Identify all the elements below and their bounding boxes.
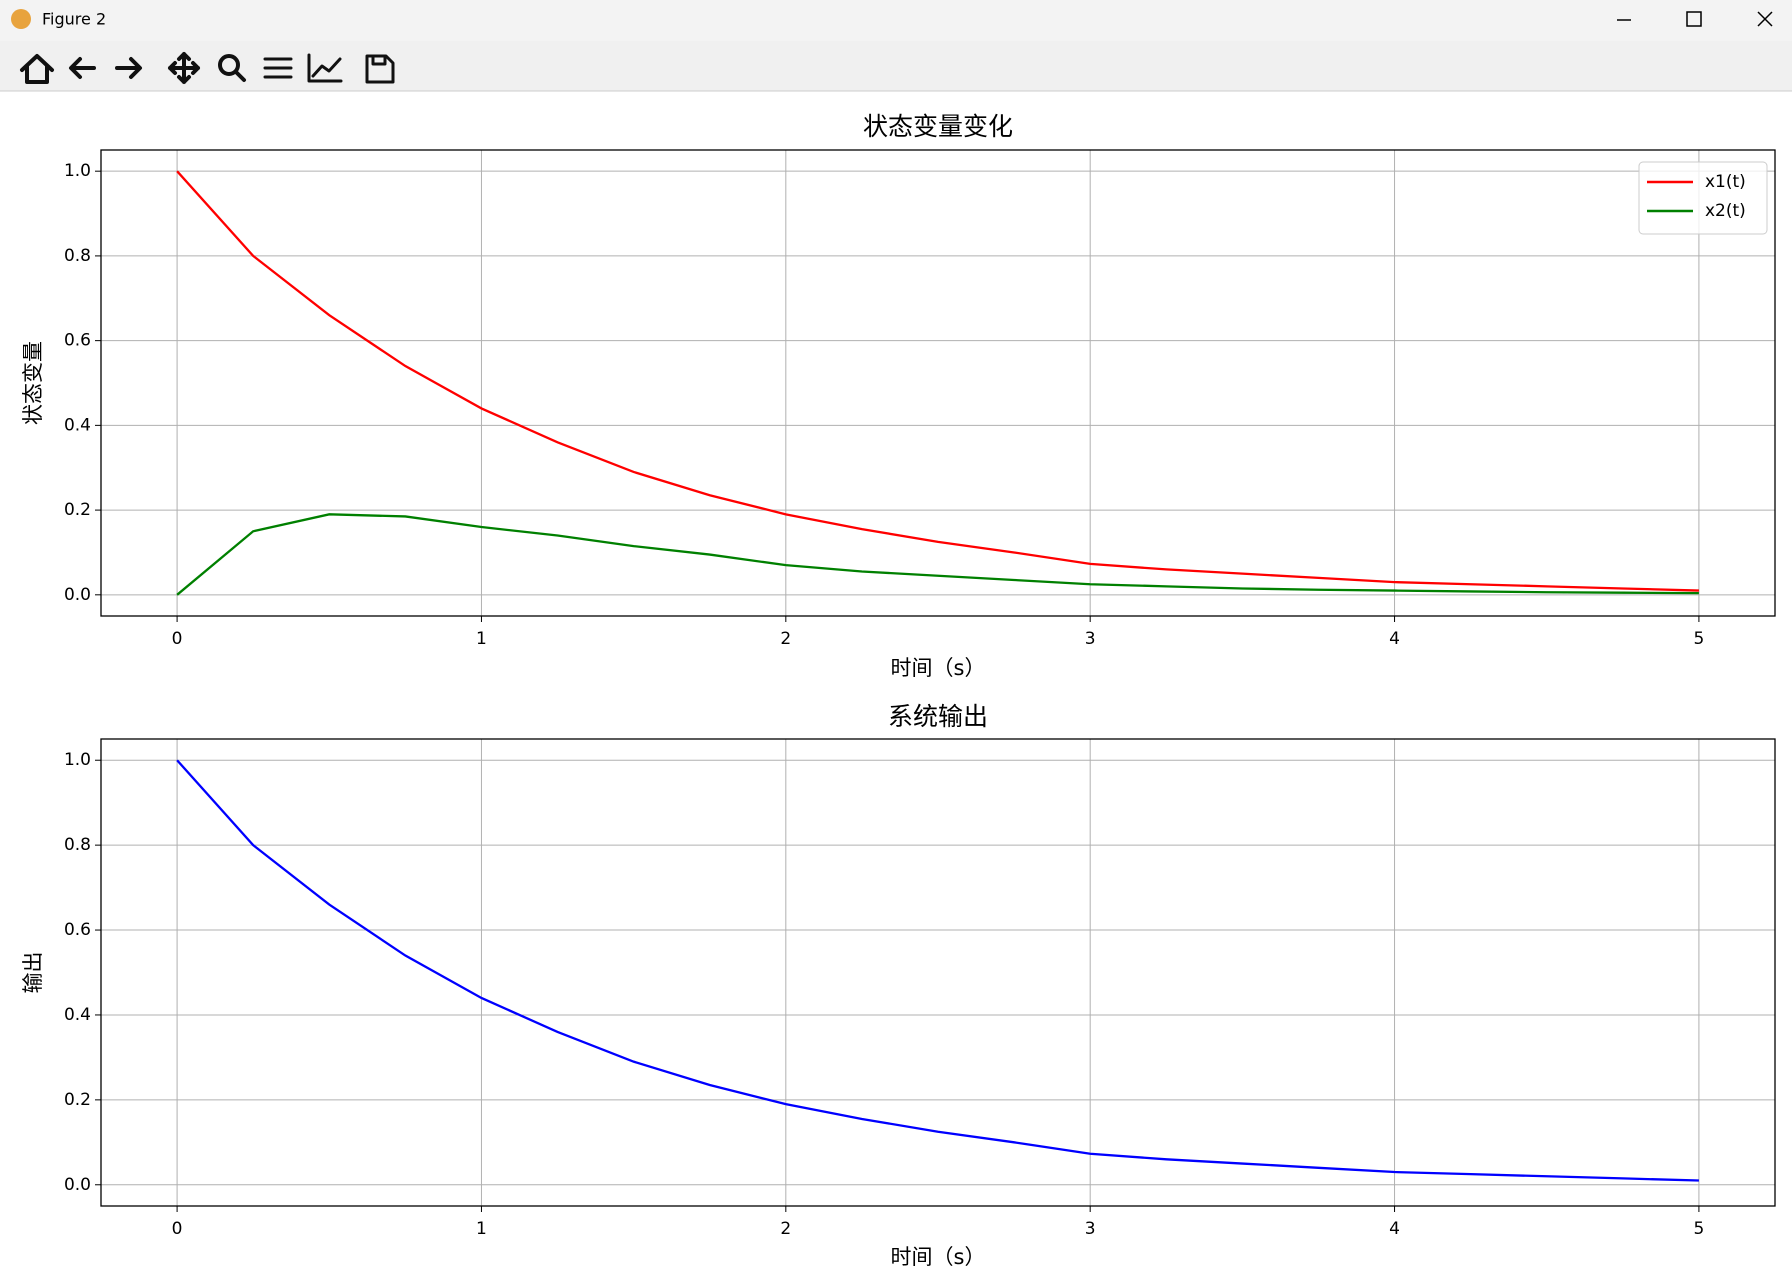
y-tick-label: 0.8 xyxy=(64,835,91,855)
forward-button[interactable] xyxy=(115,57,142,79)
chart-title: 状态变量变化 xyxy=(863,112,1013,141)
x-tick-label: 1 xyxy=(476,629,487,649)
y-axis-label: 状态变量 xyxy=(21,341,45,425)
app-icon xyxy=(11,9,31,29)
series-line xyxy=(176,759,1699,1182)
maximize-button[interactable] xyxy=(1686,11,1702,27)
x-axis-label: 时间（s） xyxy=(891,1245,986,1269)
y-tick-label: 0.2 xyxy=(64,500,91,520)
toolbar xyxy=(0,41,1792,91)
x-tick-label: 5 xyxy=(1693,629,1704,649)
title-bar xyxy=(0,0,1792,41)
legend-box xyxy=(1638,161,1768,235)
series-line xyxy=(176,513,1699,596)
y-tick-label: 0.0 xyxy=(64,1175,91,1195)
zoom-button[interactable] xyxy=(218,54,246,82)
configure-button[interactable] xyxy=(263,57,293,79)
legend-label: x2(t) xyxy=(1705,201,1746,221)
x-tick-label: 3 xyxy=(1085,629,1096,649)
legend-label: x1(t) xyxy=(1705,172,1746,192)
window-title: Figure 2 xyxy=(42,10,106,29)
y-tick-label: 0.4 xyxy=(64,1005,91,1025)
x-tick-label: 2 xyxy=(780,629,791,649)
y-tick-label: 0.6 xyxy=(64,920,91,940)
x-tick-label: 5 xyxy=(1693,1219,1704,1239)
x-tick-label: 1 xyxy=(476,1219,487,1239)
axes-frame xyxy=(100,149,1776,617)
close-button[interactable] xyxy=(1757,11,1773,27)
series-line xyxy=(176,170,1699,592)
y-tick-label: 0.6 xyxy=(64,331,91,351)
y-tick-label: 0.8 xyxy=(64,246,91,266)
axes-frame xyxy=(100,738,1776,1207)
back-button[interactable] xyxy=(69,57,96,79)
x-tick-label: 4 xyxy=(1389,1219,1400,1239)
y-tick-label: 0.2 xyxy=(64,1090,91,1110)
pan-button[interactable] xyxy=(168,52,200,84)
axes-button[interactable] xyxy=(307,53,343,83)
y-tick-label: 0.0 xyxy=(64,585,91,605)
x-tick-label: 0 xyxy=(172,629,183,649)
x-tick-label: 4 xyxy=(1389,629,1400,649)
x-tick-label: 3 xyxy=(1085,1219,1096,1239)
y-tick-label: 1.0 xyxy=(64,750,91,770)
x-tick-label: 0 xyxy=(172,1219,183,1239)
chart-title: 系统输出 xyxy=(888,702,988,731)
home-button[interactable] xyxy=(20,54,54,84)
x-axis-label: 时间（s） xyxy=(891,656,986,680)
y-tick-label: 0.4 xyxy=(64,415,91,435)
save-button[interactable] xyxy=(365,54,395,84)
x-tick-label: 2 xyxy=(780,1219,791,1239)
y-axis-label: 输出 xyxy=(21,952,45,994)
y-tick-label: 1.0 xyxy=(64,161,91,181)
